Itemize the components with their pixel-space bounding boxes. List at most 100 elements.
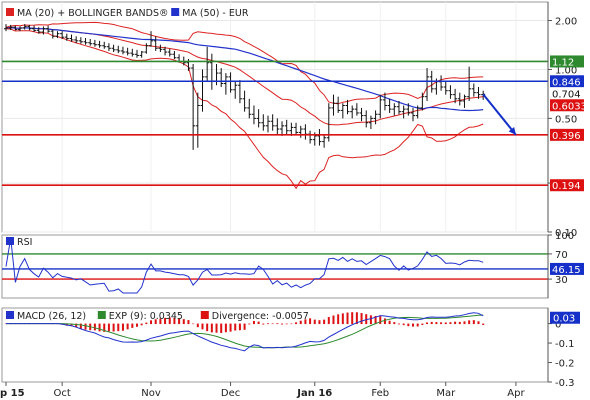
divergence-bar: [178, 318, 181, 325]
level-label: 1.12: [550, 55, 584, 68]
divergence-bar: [430, 321, 433, 325]
ohlc-bar: [368, 115, 373, 130]
divergence-bar: [426, 322, 429, 325]
macd-value-box: [550, 311, 580, 324]
ohlc-bar: [382, 92, 387, 111]
divergence-bar: [220, 323, 223, 333]
divergence-bar: [482, 323, 485, 325]
ohlc-bar: [64, 33, 69, 41]
price-panel: 2.001.000.500.200.101.120.8460.3960.1940…: [1, 1, 587, 239]
ohlc-bar: [359, 107, 364, 122]
divergence-bar: [243, 323, 246, 330]
divergence-bar: [407, 323, 410, 327]
divergence-bar: [295, 322, 298, 325]
divergence-bar: [257, 321, 260, 325]
divergence-bar: [215, 323, 218, 333]
ohlc-bar: [270, 114, 275, 131]
ohlc-bar: [354, 103, 359, 116]
divergence-bar: [182, 319, 185, 325]
x-tick-label: Oct: [53, 388, 70, 399]
divergence-bar: [365, 314, 368, 325]
macd-line: [6, 312, 484, 352]
ohlc-bar: [195, 92, 200, 148]
ohlc-bar: [50, 29, 55, 39]
ohlc-bar: [420, 92, 425, 111]
divergence-bar: [444, 322, 447, 325]
ohlc-bar: [69, 34, 74, 42]
ohlc-bar: [4, 24, 8, 32]
price-plot-frame: [1, 1, 549, 233]
level-label: 0.194: [550, 179, 584, 192]
ohlc-bar: [261, 114, 266, 131]
ohlc-bar: [350, 105, 355, 119]
divergence-bar: [252, 320, 255, 325]
ohlc-bar: [331, 94, 336, 116]
ohlc-bar: [149, 31, 154, 47]
ohlc-bar: [448, 85, 453, 99]
ohlc-bar: [116, 45, 121, 54]
ohlc-bar: [233, 80, 238, 99]
price-label-text: 1.12: [552, 57, 574, 68]
ohlc-bar: [55, 31, 60, 39]
ohlc-bar: [18, 26, 23, 32]
ohlc-bar: [387, 98, 392, 113]
rsi-value-text: 46.15: [552, 265, 581, 276]
divergence-bar: [168, 317, 171, 325]
price-label-box: [550, 55, 584, 68]
ohlc-bar: [322, 134, 327, 148]
ohlc-bar: [32, 25, 37, 32]
legend-swatch: [6, 237, 14, 245]
divergence-bar: [421, 323, 424, 325]
divergence-bar: [477, 321, 480, 325]
x-tick-label: Nov: [141, 388, 161, 399]
ohlc-bar: [88, 38, 93, 46]
divergence-bar: [332, 315, 335, 325]
divergence-bar: [224, 323, 227, 333]
ohlc-bar: [242, 90, 247, 112]
macd-tick-label: 0: [555, 320, 561, 331]
ohlc-bar: [102, 41, 107, 49]
ohlc-bar: [364, 110, 369, 128]
divergence-bar: [201, 323, 204, 330]
divergence-bar: [463, 321, 466, 325]
divergence-bar: [262, 323, 265, 325]
ohlc-bar: [83, 38, 88, 45]
divergence-bar: [435, 322, 438, 325]
macd-signal-line: [6, 314, 484, 349]
ohlc-bar: [158, 44, 163, 53]
divergence-bar: [196, 323, 199, 328]
divergence-bar: [337, 314, 340, 325]
ohlc-bar: [111, 44, 116, 53]
legend-swatch: [97, 311, 106, 319]
ohlc-bar: [340, 103, 345, 119]
rsi-plot-frame: [1, 234, 549, 299]
ohlc-bar: [41, 26, 46, 35]
price-label-text: 0.396: [552, 131, 581, 142]
ohlc-bar: [219, 68, 224, 87]
divergence-bar: [75, 323, 78, 328]
divergence-bar: [318, 320, 321, 325]
ohlc-bar: [425, 68, 430, 101]
ohlc-bar: [345, 99, 350, 115]
divergence-bar: [70, 323, 73, 327]
divergence-bar: [107, 323, 110, 332]
ohlc-bar: [298, 125, 303, 138]
x-tick-label: Dec: [221, 388, 240, 399]
legend-swatch: [6, 8, 14, 16]
divergence-bar: [98, 323, 101, 332]
legend-label: MA (50) - EUR: [182, 8, 249, 19]
legend-label: RSI: [17, 237, 32, 248]
ohlc-bar: [406, 103, 411, 116]
divergence-bar: [150, 320, 153, 325]
divergence-bar: [234, 323, 237, 331]
divergence-bar: [276, 323, 279, 325]
price-label-box: [550, 99, 584, 112]
ohlc-bar: [256, 109, 261, 128]
divergence-bar: [299, 320, 302, 325]
divergence-bar: [454, 321, 457, 325]
price-label-box: [550, 128, 584, 141]
divergence-bar: [135, 323, 138, 327]
ohlc-bar: [139, 50, 144, 58]
